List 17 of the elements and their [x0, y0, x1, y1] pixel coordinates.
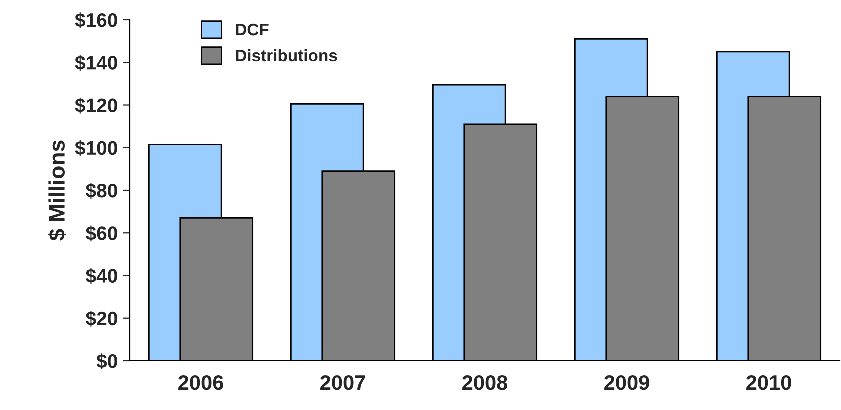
y-axis-title: $ Millions — [48, 140, 66, 241]
x-tick-label: 2010 — [746, 375, 792, 390]
y-tick-label: $80 — [86, 183, 118, 199]
x-tick-label: 2009 — [604, 375, 650, 390]
y-tick-label: $0 — [96, 354, 118, 370]
y-tick-label: $60 — [86, 226, 118, 242]
legend-label: Distributions — [236, 49, 338, 62]
y-tick-label: $20 — [86, 310, 118, 327]
y-tick-label: $100 — [75, 140, 118, 156]
y-tick-label: $140 — [75, 55, 118, 72]
x-tick-label: 2008 — [462, 375, 508, 390]
x-tick-label: 2006 — [178, 375, 224, 390]
legend-label: DCF — [236, 24, 269, 36]
y-tick-label: $40 — [86, 268, 118, 284]
x-tick-label: 2007 — [320, 375, 366, 390]
y-tick-label: $120 — [75, 98, 118, 114]
y-tick-label: $160 — [75, 12, 118, 28]
